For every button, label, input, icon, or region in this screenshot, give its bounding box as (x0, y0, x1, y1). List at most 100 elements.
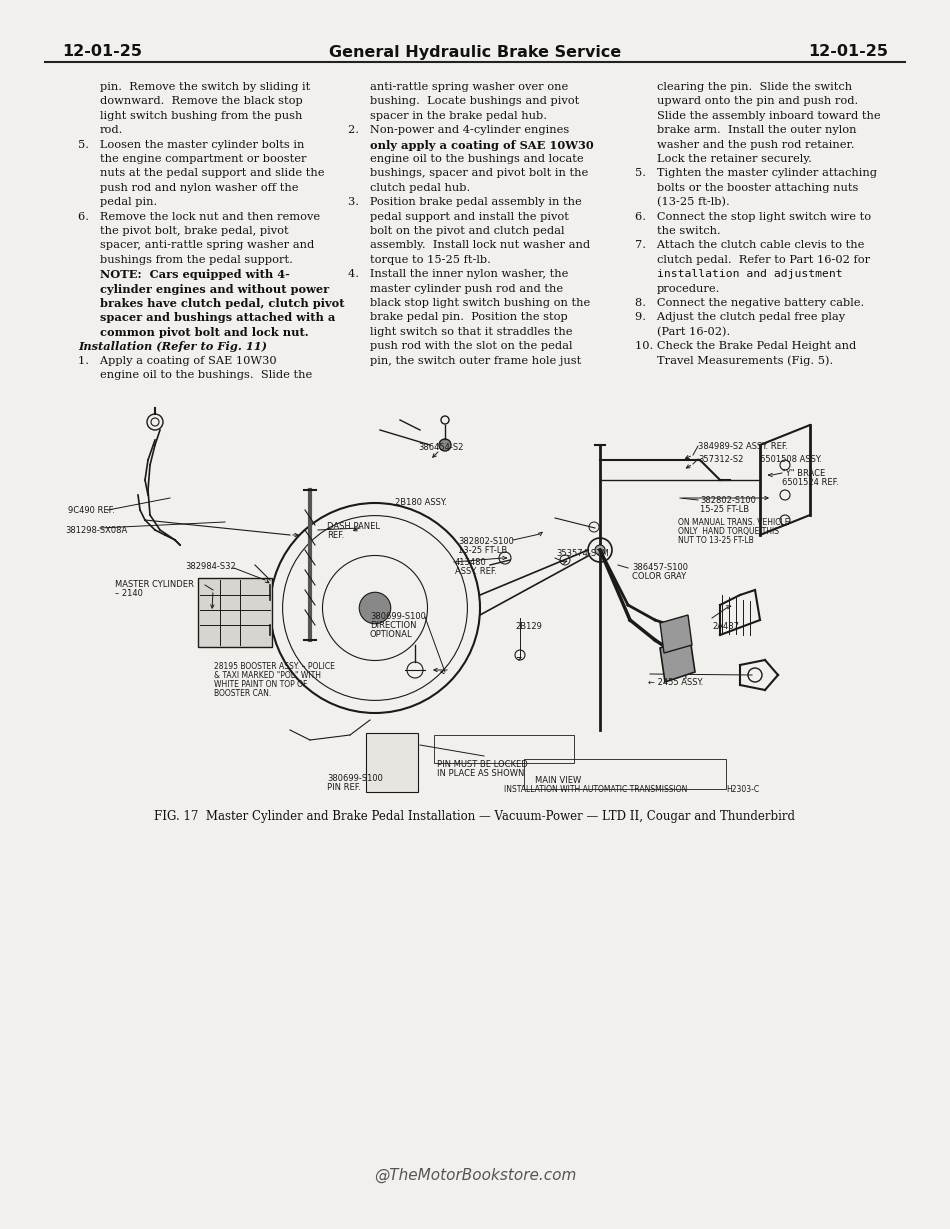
Circle shape (439, 439, 451, 451)
Text: torque to 15-25 ft-lb.: torque to 15-25 ft-lb. (370, 254, 491, 264)
Text: 5.   Loosen the master cylinder bolts in: 5. Loosen the master cylinder bolts in (78, 140, 304, 150)
Text: pin, the switch outer frame hole just: pin, the switch outer frame hole just (370, 355, 581, 365)
Text: the switch.: the switch. (657, 226, 721, 236)
Text: 6.   Remove the lock nut and then remove: 6. Remove the lock nut and then remove (78, 211, 320, 221)
Text: 10. Check the Brake Pedal Height and: 10. Check the Brake Pedal Height and (635, 342, 856, 351)
Circle shape (359, 592, 390, 624)
Text: 1.   Apply a coating of SAE 10W30: 1. Apply a coating of SAE 10W30 (78, 355, 276, 365)
FancyBboxPatch shape (65, 395, 890, 790)
Text: spacer in the brake pedal hub.: spacer in the brake pedal hub. (370, 111, 547, 120)
Text: common pivot bolt and lock nut.: common pivot bolt and lock nut. (100, 327, 309, 338)
Text: General Hydraulic Brake Service: General Hydraulic Brake Service (329, 44, 621, 59)
Text: 13-25 FT-LB: 13-25 FT-LB (458, 546, 507, 556)
Text: ON MANUAL TRANS. VEHICLE: ON MANUAL TRANS. VEHICLE (678, 517, 789, 527)
Text: 28195 BOOSTER ASSY. – POLICE: 28195 BOOSTER ASSY. – POLICE (214, 662, 334, 671)
Text: clutch pedal hub.: clutch pedal hub. (370, 183, 470, 193)
Text: 382802-S100: 382802-S100 (458, 537, 514, 546)
Circle shape (595, 544, 605, 556)
Text: master cylinder push rod and the: master cylinder push rod and the (370, 284, 563, 294)
Text: ONLY  HAND TORQUE THIS: ONLY HAND TORQUE THIS (678, 527, 779, 536)
Text: light switch bushing from the push: light switch bushing from the push (100, 111, 302, 120)
Text: REF.: REF. (327, 531, 344, 540)
Text: pin.  Remove the switch by sliding it: pin. Remove the switch by sliding it (100, 82, 311, 92)
Text: bolts or the booster attaching nuts: bolts or the booster attaching nuts (657, 183, 859, 193)
Text: IN PLACE AS SHOWN: IN PLACE AS SHOWN (437, 769, 524, 778)
Text: 9C490 REF.: 9C490 REF. (68, 506, 115, 515)
Text: – 2140: – 2140 (115, 589, 142, 599)
Text: 12-01-25: 12-01-25 (808, 44, 888, 59)
Text: spacer, anti-rattle spring washer and: spacer, anti-rattle spring washer and (100, 241, 314, 251)
Text: bushings, spacer and pivot bolt in the: bushings, spacer and pivot bolt in the (370, 168, 588, 178)
Text: bushing.  Locate bushings and pivot: bushing. Locate bushings and pivot (370, 96, 580, 107)
Text: MASTER CYLINDER: MASTER CYLINDER (115, 580, 194, 589)
Text: COLOR GRAY: COLOR GRAY (632, 571, 686, 581)
Text: 2A487: 2A487 (712, 622, 739, 630)
Text: WHITE PAINT ON TOP OF: WHITE PAINT ON TOP OF (214, 680, 308, 689)
Text: INSTALLATION WITH AUTOMATIC TRANSMISSION: INSTALLATION WITH AUTOMATIC TRANSMISSION (504, 785, 688, 794)
Text: 6501524 REF.: 6501524 REF. (782, 478, 839, 487)
Text: NOTE:  Cars equipped with 4-: NOTE: Cars equipped with 4- (100, 269, 290, 280)
Text: 5.   Tighten the master cylinder attaching: 5. Tighten the master cylinder attaching (635, 168, 877, 178)
Text: 8.   Connect the negative battery cable.: 8. Connect the negative battery cable. (635, 297, 864, 308)
Text: 3.   Position brake pedal assembly in the: 3. Position brake pedal assembly in the (348, 197, 581, 208)
Text: 384989-S2 ASSY. REF.: 384989-S2 ASSY. REF. (698, 442, 788, 451)
Text: 15-25 FT-LB: 15-25 FT-LB (700, 505, 750, 514)
Text: & TAXI MARKED "POL" WITH: & TAXI MARKED "POL" WITH (214, 671, 321, 680)
Text: downward.  Remove the black stop: downward. Remove the black stop (100, 96, 303, 107)
Text: PIN REF.: PIN REF. (327, 783, 361, 791)
Text: 386454-S2: 386454-S2 (418, 442, 464, 452)
Text: washer and the push rod retainer.: washer and the push rod retainer. (657, 140, 854, 150)
FancyBboxPatch shape (198, 578, 272, 646)
Text: pedal pin.: pedal pin. (100, 197, 158, 208)
Text: 4.   Install the inner nylon washer, the: 4. Install the inner nylon washer, the (348, 269, 568, 279)
Text: OPTIONAL: OPTIONAL (370, 630, 412, 639)
Text: engine oil to the bushings and locate: engine oil to the bushings and locate (370, 154, 583, 163)
Text: NUT TO 13-25 FT-LB: NUT TO 13-25 FT-LB (678, 536, 753, 544)
FancyBboxPatch shape (366, 732, 418, 791)
Polygon shape (660, 638, 695, 682)
Text: 380699-S100: 380699-S100 (370, 612, 426, 621)
Text: @TheMotorBookstore.com: @TheMotorBookstore.com (373, 1168, 577, 1182)
Text: Installation (Refer to Fig. 11): Installation (Refer to Fig. 11) (78, 342, 267, 353)
Text: Slide the assembly inboard toward the: Slide the assembly inboard toward the (657, 111, 881, 120)
Text: upward onto the pin and push rod.: upward onto the pin and push rod. (657, 96, 858, 107)
Text: light switch so that it straddles the: light switch so that it straddles the (370, 327, 573, 337)
Text: 382802-S100: 382802-S100 (700, 497, 756, 505)
Polygon shape (660, 614, 692, 653)
Text: 7.   Attach the clutch cable clevis to the: 7. Attach the clutch cable clevis to the (635, 241, 864, 251)
Text: the pivot bolt, brake pedal, pivot: the pivot bolt, brake pedal, pivot (100, 226, 289, 236)
Text: rod.: rod. (100, 125, 124, 135)
Text: brakes have clutch pedal, clutch pivot: brakes have clutch pedal, clutch pivot (100, 297, 345, 308)
Text: brake arm.  Install the outer nylon: brake arm. Install the outer nylon (657, 125, 857, 135)
Text: 380699-S100: 380699-S100 (327, 774, 383, 783)
Text: installation and adjustment: installation and adjustment (657, 269, 843, 279)
Text: 382984-S32: 382984-S32 (185, 562, 236, 571)
Text: spacer and bushings attached with a: spacer and bushings attached with a (100, 312, 335, 323)
Text: 12-01-25: 12-01-25 (62, 44, 142, 59)
Text: H2303-C: H2303-C (726, 785, 759, 794)
Text: Travel Measurements (Fig. 5).: Travel Measurements (Fig. 5). (657, 355, 833, 366)
Text: only apply a coating of SAE 10W30: only apply a coating of SAE 10W30 (370, 140, 594, 151)
Text: DASH PANEL: DASH PANEL (327, 522, 380, 531)
Text: Lock the retainer securely.: Lock the retainer securely. (657, 154, 812, 163)
Text: ← 2455 ASSY.: ← 2455 ASSY. (648, 678, 703, 687)
Text: FIG. 17  Master Cylinder and Brake Pedal Installation — Vacuum-Power — LTD II, C: FIG. 17 Master Cylinder and Brake Pedal … (155, 810, 795, 823)
Text: (13-25 ft-lb).: (13-25 ft-lb). (657, 197, 730, 208)
Text: DIRECTION: DIRECTION (370, 621, 416, 630)
Text: black stop light switch bushing on the: black stop light switch bushing on the (370, 297, 590, 308)
Text: 413480: 413480 (455, 558, 486, 567)
Text: engine oil to the bushings.  Slide the: engine oil to the bushings. Slide the (100, 370, 313, 380)
Text: 381298-SX08A: 381298-SX08A (65, 526, 127, 535)
Text: 357312-S2: 357312-S2 (698, 455, 743, 465)
Text: 9.   Adjust the clutch pedal free play: 9. Adjust the clutch pedal free play (635, 312, 846, 322)
Text: assembly.  Install lock nut washer and: assembly. Install lock nut washer and (370, 241, 590, 251)
Text: bolt on the pivot and clutch pedal: bolt on the pivot and clutch pedal (370, 226, 564, 236)
Text: BOOSTER CAN.: BOOSTER CAN. (214, 689, 272, 698)
Text: 386457-S100: 386457-S100 (632, 563, 688, 571)
Text: 6501508 ASSY.: 6501508 ASSY. (760, 455, 822, 465)
Text: 2B129: 2B129 (515, 622, 542, 630)
Text: MAIN VIEW: MAIN VIEW (535, 775, 581, 785)
Text: bushings from the pedal support.: bushings from the pedal support. (100, 254, 293, 264)
Text: push rod with the slot on the pedal: push rod with the slot on the pedal (370, 342, 573, 351)
Text: PIN MUST BE LOCKED: PIN MUST BE LOCKED (437, 760, 528, 769)
